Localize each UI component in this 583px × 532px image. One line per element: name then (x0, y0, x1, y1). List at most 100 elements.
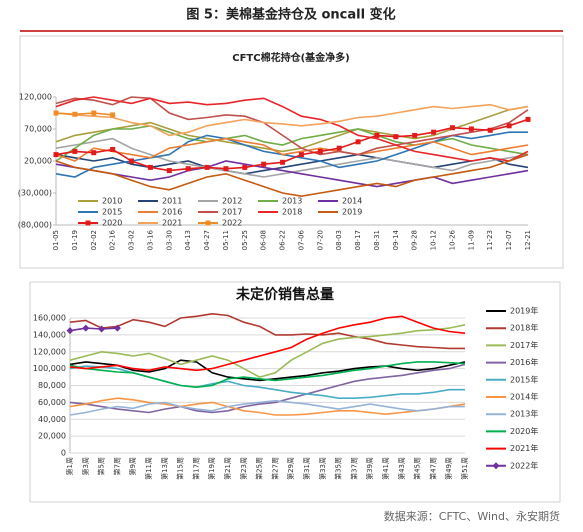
y-tick-label: 100,000 (33, 364, 66, 373)
x-tick-label: 05-25 (241, 230, 249, 250)
y-tick-label: 20,000 (38, 432, 66, 441)
x-tick-label: 第27周 (270, 457, 279, 480)
legend-label: 2019 (342, 208, 362, 217)
x-tick-label: 05-11 (222, 230, 230, 250)
x-tick-label: 03-16 (146, 229, 154, 250)
x-tick-label: 10-26 (448, 229, 456, 250)
marker (53, 152, 59, 158)
x-tick-label: 第33周 (318, 457, 327, 480)
x-tick-label: 11-23 (486, 230, 494, 250)
x-tick-label: 09-28 (411, 230, 419, 250)
y-tick-label: 20,000 (24, 157, 52, 166)
x-tick-label: 02-02 (90, 230, 98, 250)
marker (110, 146, 116, 152)
marker (185, 166, 191, 172)
marker (82, 324, 90, 332)
y-tick-label: 120,000 (33, 347, 66, 356)
series-line (55, 96, 529, 162)
legend-label: 2017年 (510, 340, 538, 350)
series-line (69, 327, 118, 332)
x-tick-label: 第11周 (144, 457, 153, 480)
series-line (69, 365, 465, 399)
y-tick-label: (30,000) (18, 189, 52, 198)
x-tick-label: 第35周 (334, 457, 343, 480)
marker (223, 166, 229, 172)
x-tick-label: 第13周 (160, 457, 169, 480)
legend-label: 2021 (162, 219, 182, 228)
x-tick-label: 03-02 (128, 230, 136, 250)
marker (317, 148, 323, 154)
x-tick-label: 第21周 (223, 457, 232, 480)
legend-label: 2014年 (510, 392, 538, 402)
marker (129, 158, 135, 164)
series-line (55, 137, 529, 162)
marker (66, 327, 74, 335)
legend-marker (205, 220, 211, 226)
series-line (55, 153, 529, 175)
marker (72, 148, 78, 154)
y-tick-label: 40,000 (38, 415, 66, 424)
chart-frame (19, 35, 564, 269)
x-tick-label: 第25周 (255, 457, 264, 480)
x-tick-label: 第15周 (176, 457, 185, 480)
x-tick-label: 第45周 (413, 457, 422, 480)
x-tick-label: 12-21 (524, 230, 532, 250)
marker (412, 132, 418, 138)
series-line (69, 324, 466, 378)
series-line (55, 103, 529, 137)
legend-marker (492, 462, 500, 470)
marker (147, 164, 153, 170)
legend-label: 2014 (342, 197, 362, 206)
legend-label: 2020年 (510, 426, 538, 436)
series-line (55, 118, 529, 172)
x-tick-label: 04-13 (184, 230, 192, 250)
legend-label: 2020 (102, 219, 122, 228)
x-tick-label: 12-07 (505, 230, 513, 250)
y-tick-label: 80,000 (38, 381, 66, 390)
marker (280, 159, 286, 165)
legend-marker (85, 220, 91, 226)
legend-label: 2012 (222, 197, 242, 206)
x-tick-label: 07-06 (297, 229, 305, 250)
x-tick-label: 08-17 (354, 230, 362, 250)
page-title: 图 5：美棉基金持仓及 oncall 变化 (186, 7, 395, 23)
series-line (69, 312, 465, 350)
legend-label: 2015 (102, 208, 122, 217)
legend-label: 2016 (162, 208, 182, 217)
series-line (69, 397, 466, 416)
marker (91, 110, 97, 116)
y-tick-label: 140,000 (33, 330, 66, 339)
x-tick-label: 第37周 (349, 457, 358, 480)
x-tick-label: 第1周 (65, 457, 74, 475)
x-tick-label: 第41周 (381, 457, 390, 480)
source-note: 数据来源：CFTC、Wind、永安期货 (384, 509, 560, 523)
marker (393, 134, 399, 140)
marker (204, 164, 210, 170)
x-tick-label: 03-30 (165, 230, 173, 250)
y-tick-label: (80,000) (18, 221, 52, 230)
marker (53, 110, 59, 116)
legend-label: 2017 (222, 208, 242, 217)
y-tick-label: 160,000 (33, 314, 66, 323)
x-tick-label: 06-08 (260, 230, 268, 250)
x-tick-label: 09-14 (392, 229, 400, 250)
series-line (55, 153, 529, 198)
legend-label: 2011 (162, 197, 182, 206)
x-tick-label: 01-19 (71, 230, 79, 250)
marker (113, 324, 121, 332)
marker (166, 168, 172, 174)
x-tick-label: 第23周 (239, 457, 248, 480)
x-tick-label: 07-20 (316, 230, 324, 250)
x-tick-label: 第3周 (81, 457, 90, 475)
marker (374, 132, 380, 138)
legend-label: 2016年 (510, 357, 538, 367)
chart-title: 未定价销售总量 (236, 286, 334, 303)
series-line (69, 315, 466, 372)
series-line (69, 399, 465, 416)
series-line (69, 363, 466, 414)
y-tick-label: 120,000 (19, 93, 52, 102)
x-tick-label: 第19周 (207, 457, 216, 480)
marker (261, 161, 267, 167)
series-line (55, 96, 529, 156)
